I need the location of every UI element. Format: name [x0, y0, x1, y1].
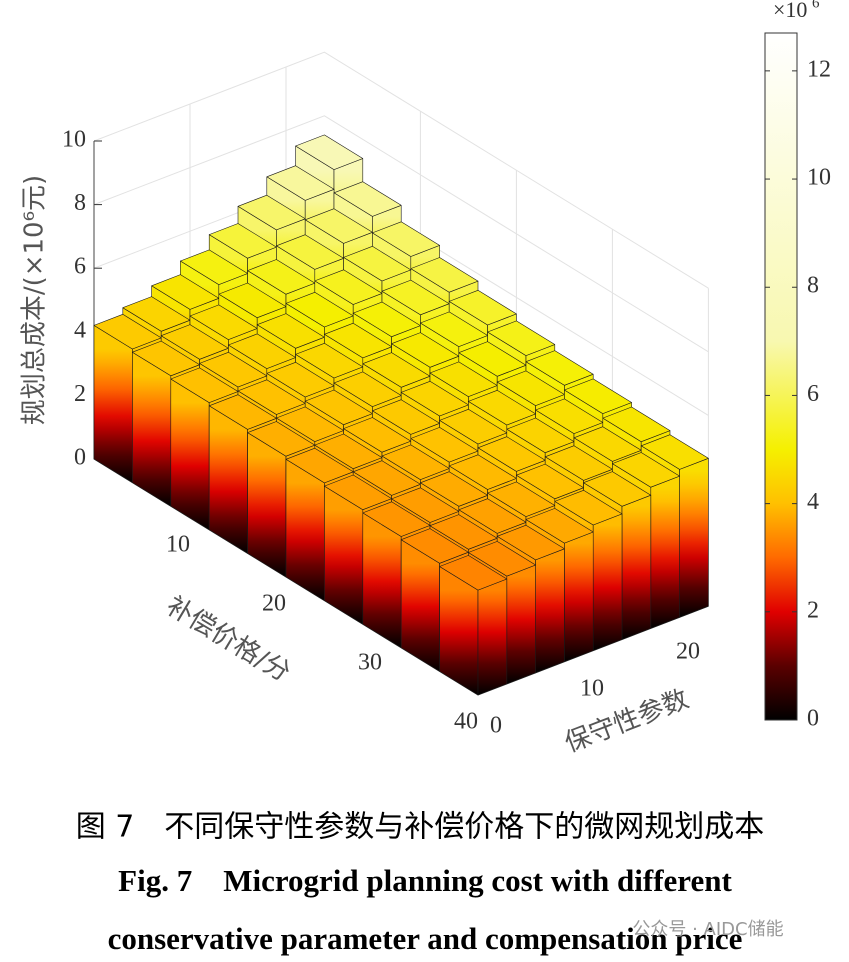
- z-tick-label: 10: [62, 127, 86, 153]
- colorbar-tick-label: 12: [807, 56, 831, 82]
- grid-line: [93, 51, 709, 289]
- bar-side: [247, 432, 287, 578]
- grid-line: [93, 115, 709, 353]
- y-tick-label: 10: [580, 676, 604, 702]
- x-tick-label: 30: [358, 650, 382, 676]
- bar-top: [448, 289, 517, 326]
- bar-top: [554, 489, 623, 526]
- bar-top: [372, 221, 440, 257]
- colorbar-tick-label: 0: [807, 706, 819, 732]
- bar-top: [333, 181, 402, 217]
- colorbar-tick-label: 2: [807, 597, 819, 623]
- bar-top: [640, 434, 709, 470]
- z-tick-label: 4: [74, 317, 86, 343]
- bar-top: [564, 378, 632, 414]
- bar-top: [295, 134, 364, 170]
- bar-top: [525, 350, 594, 386]
- y-tick-label: 0: [490, 713, 502, 739]
- plot-area: 0 2 4 6 8 10 10 20 30 40 0 10 20: [62, 51, 709, 739]
- bar-top: [612, 452, 680, 488]
- bar-side: [592, 513, 623, 651]
- colorbar: [764, 32, 798, 721]
- bar-top: [602, 406, 671, 443]
- bar-top: [237, 194, 306, 231]
- bar-side: [621, 494, 652, 640]
- bar-side: [208, 405, 248, 554]
- z-tick-label: 6: [74, 254, 86, 280]
- z-tick-label: 0: [74, 445, 86, 471]
- bar-top: [266, 165, 335, 201]
- bar-top: [439, 555, 508, 591]
- colorbar-tick-label: 6: [807, 381, 819, 407]
- bar-side: [679, 457, 709, 618]
- bar-side: [535, 548, 565, 674]
- bar-side: [564, 531, 594, 663]
- bar-top: [468, 541, 536, 577]
- bar-side: [93, 325, 133, 483]
- bar-side: [132, 351, 172, 507]
- bar-top: [525, 508, 594, 544]
- caption-en: Fig. 7 Microgrid planning cost with diff…: [118, 863, 732, 898]
- x-tick-label: 20: [262, 591, 286, 617]
- colorbar-multiplier: ×10: [773, 0, 807, 22]
- bar-side: [506, 564, 536, 685]
- colorbar-tick-label: 4: [807, 489, 819, 515]
- z-tick-label: 2: [74, 381, 86, 407]
- bar-side: [324, 485, 364, 625]
- z-tick-label: 8: [74, 190, 86, 216]
- x-tick-label: 10: [166, 532, 190, 558]
- bar-top: [304, 208, 373, 244]
- bar-top: [487, 320, 556, 356]
- bar-side: [477, 578, 508, 696]
- bar-side: [650, 475, 680, 629]
- colorbar-tick-label: 10: [807, 165, 831, 191]
- bar-side: [285, 458, 325, 601]
- caption-en: conservative parameter and compensation …: [108, 921, 743, 956]
- y-tick-label: 20: [676, 639, 700, 665]
- colorbar-exponent: 6: [812, 0, 820, 11]
- bar-top: [496, 524, 565, 561]
- bar-top: [583, 471, 652, 507]
- z-axis-label: 规划总成本/(×10⁶元): [20, 175, 50, 425]
- colorbar-tick-label: 8: [807, 273, 819, 299]
- bar-top: [410, 257, 479, 293]
- caption-zh: 图 7 不同保守性参数与补偿价格下的微网规划成本: [76, 810, 765, 845]
- bar-side: [170, 378, 210, 531]
- x-tick-label: 40: [454, 709, 478, 735]
- watermark: 公众号 · AIDC储能: [632, 919, 783, 940]
